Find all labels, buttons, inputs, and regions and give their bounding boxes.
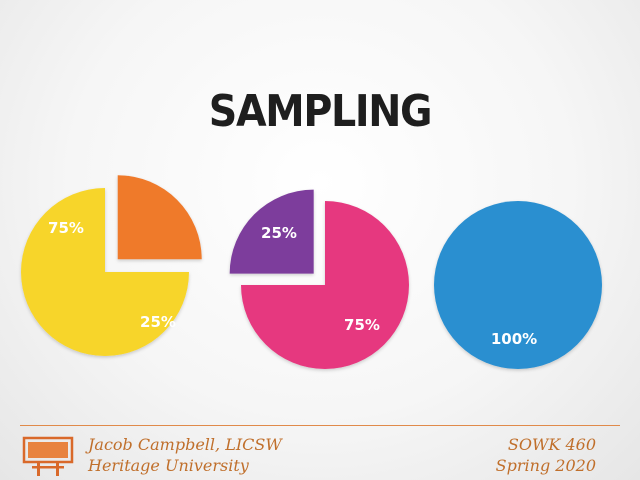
footer-course: SOWK 460 Spring 2020 (496, 434, 596, 476)
footer-presenter: Jacob Campbell, LICSW Heritage Universit… (88, 434, 282, 476)
pie-2-slice-2 (229, 189, 314, 274)
course-code: SOWK 460 (507, 435, 596, 454)
pie-2-slice-1 (241, 201, 409, 369)
pie-1-slice-1 (21, 188, 189, 356)
slide-title: SAMPLING (208, 86, 433, 137)
pie-chart-2: 75% 25% (229, 189, 409, 369)
pie-1-slice-2 (117, 175, 202, 260)
footer-divider (20, 425, 620, 426)
pie-3-slice-1-label: 100% (491, 330, 537, 348)
pie-1-slice-1-label: 75% (48, 219, 84, 237)
pie-chart-1: 75% 25% (21, 175, 202, 356)
presenter-name: Jacob Campbell, LICSW (88, 435, 282, 454)
course-term: Spring 2020 (495, 456, 596, 475)
presenter-institution: Heritage University (88, 456, 249, 475)
pie-3-slice-1 (434, 201, 602, 369)
billboard-icon (22, 436, 74, 476)
pie-chart-3: 100% (434, 201, 602, 369)
pie-1-slice-2-label: 25% (140, 313, 176, 331)
pie-2-slice-2-label: 25% (261, 224, 297, 242)
pie-2-slice-1-label: 75% (344, 316, 380, 334)
